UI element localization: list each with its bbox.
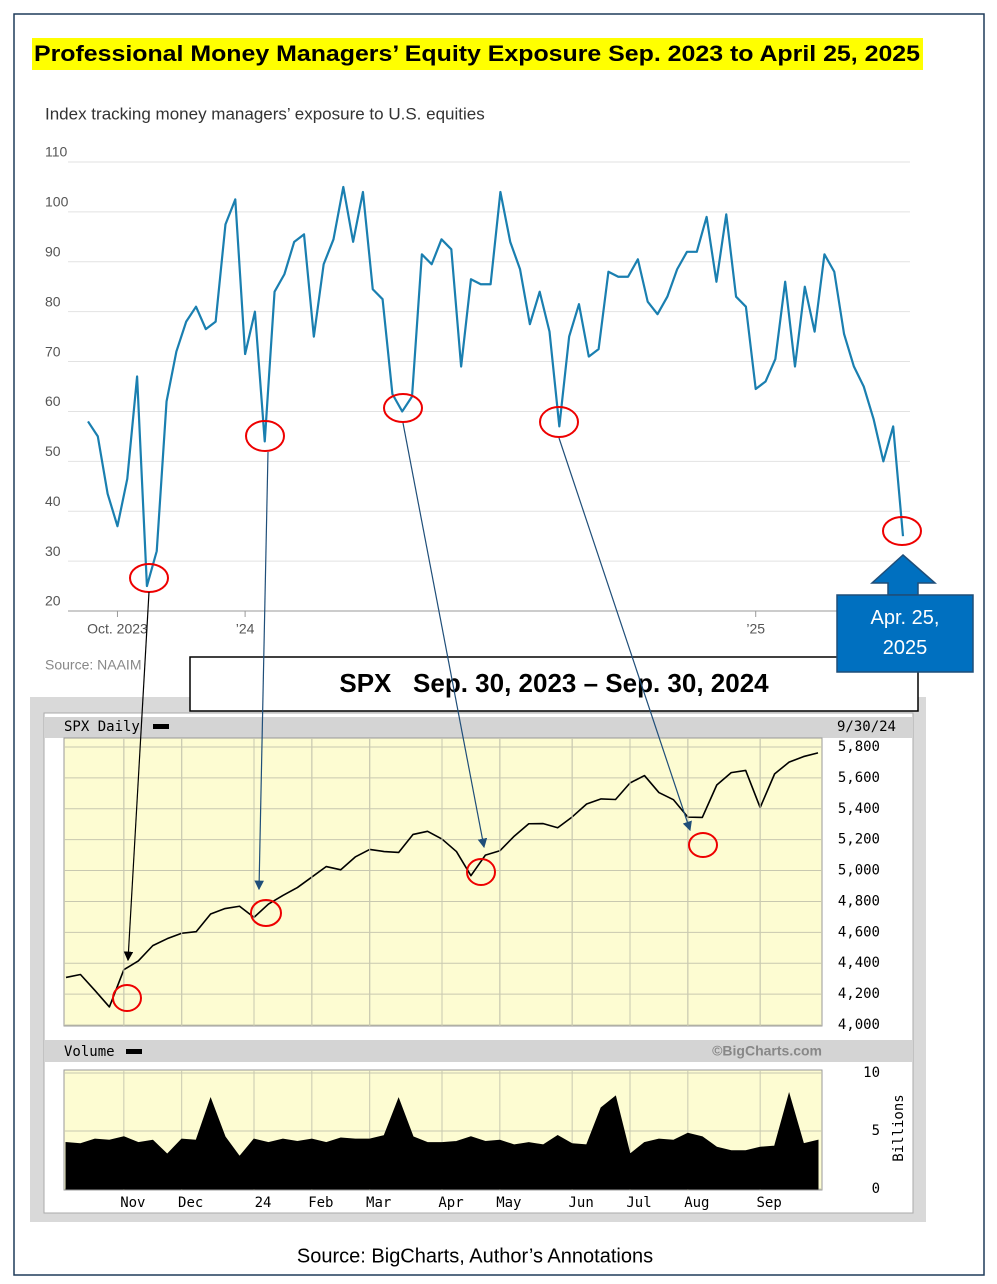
legend-swatch: [153, 724, 169, 729]
y-tick-label: 5,400: [838, 801, 880, 817]
y-tick-label: 4,600: [838, 924, 880, 940]
y-tick-label: 60: [45, 393, 61, 409]
circle: [245, 420, 285, 452]
y-tick-label: 10: [863, 1065, 880, 1081]
footer-source: Source: BigCharts, Author’s Annotations: [297, 1245, 653, 1267]
volume-axis-label: Billions: [891, 1094, 907, 1161]
x-tick-label: Oct. 2023: [87, 621, 148, 637]
x-tick-label: Apr: [438, 1195, 463, 1211]
y-tick-label: 4,800: [838, 893, 880, 909]
y-tick-label: 5,000: [838, 863, 880, 879]
y-tick-label: 5,200: [838, 832, 880, 848]
arrow: [123, 591, 150, 962]
y-tick-label: 70: [45, 343, 61, 359]
y-tick-label: 40: [45, 493, 61, 509]
x-tick-label: Sep: [757, 1195, 782, 1211]
y-tick-label: 4,200: [838, 986, 880, 1002]
circle: [112, 984, 142, 1012]
y-tick-label: 90: [45, 243, 61, 259]
title-highlight: [32, 38, 923, 70]
date-label: 9/30/24: [837, 719, 896, 735]
volume-header: [45, 1040, 912, 1062]
data-line: [87, 185, 905, 588]
spx-title: SPX Daily: [64, 719, 140, 735]
spx-title-box: [189, 656, 919, 712]
chart-subtitle: Index tracking money managers’ exposure …: [45, 104, 485, 123]
data-area: [65, 1092, 819, 1190]
y-tick-label: 5: [872, 1123, 880, 1139]
y-tick-label: 4,000: [838, 1017, 880, 1033]
y-tick-label: 4,400: [838, 955, 880, 971]
x-tick-label: Mar: [366, 1195, 391, 1211]
x-tick-label: May: [496, 1195, 521, 1211]
y-tick-label: 110: [45, 144, 68, 160]
x-tick-label: ’24: [236, 621, 255, 637]
y-tick-label: 5,800: [838, 739, 880, 755]
circle: [383, 393, 423, 423]
volume-title: Volume: [64, 1044, 115, 1060]
circle: [882, 516, 922, 546]
legend-swatch: [126, 1049, 142, 1054]
annotation-circles: [112, 393, 922, 1012]
x-tick-label: Feb: [308, 1195, 333, 1211]
arrow: [254, 451, 269, 891]
watermark: ©BigCharts.com: [712, 1043, 822, 1059]
spx-header: [45, 717, 912, 738]
spx-box-text: SPX Sep. 30, 2023 – Sep. 30, 2024: [339, 668, 769, 698]
y-tick-label: 30: [45, 543, 61, 559]
x-tick-label: Jun: [569, 1195, 594, 1211]
x-tick-label: Aug: [684, 1195, 709, 1211]
y-tick-label: 50: [45, 443, 61, 459]
x-tick-label: Nov: [120, 1195, 145, 1211]
y-tick-label: 5,600: [838, 770, 880, 786]
x-tick-label: Jul: [626, 1195, 651, 1211]
callout-text: Apr. 25, 2025: [870, 607, 940, 659]
chart-source: Source: NAAIM: [45, 657, 141, 673]
arrow: [558, 437, 692, 832]
y-tick-label: 20: [45, 593, 61, 609]
circle: [688, 832, 718, 858]
circle: [466, 858, 496, 886]
circle: [539, 406, 579, 438]
circle: [250, 899, 282, 927]
y-tick-label: 80: [45, 293, 61, 309]
x-tick-label: ’25: [746, 621, 765, 637]
y-tick-label: 0: [872, 1181, 880, 1197]
x-tick-label: 24: [255, 1195, 272, 1211]
y-tick-label: 100: [45, 194, 69, 210]
arrow: [402, 422, 488, 849]
x-tick-label: Dec: [178, 1195, 203, 1211]
spx-plot: [63, 737, 823, 1027]
callout-box: [836, 594, 974, 673]
page-title: Professional Money Managers’ Equity Expo…: [34, 41, 920, 66]
